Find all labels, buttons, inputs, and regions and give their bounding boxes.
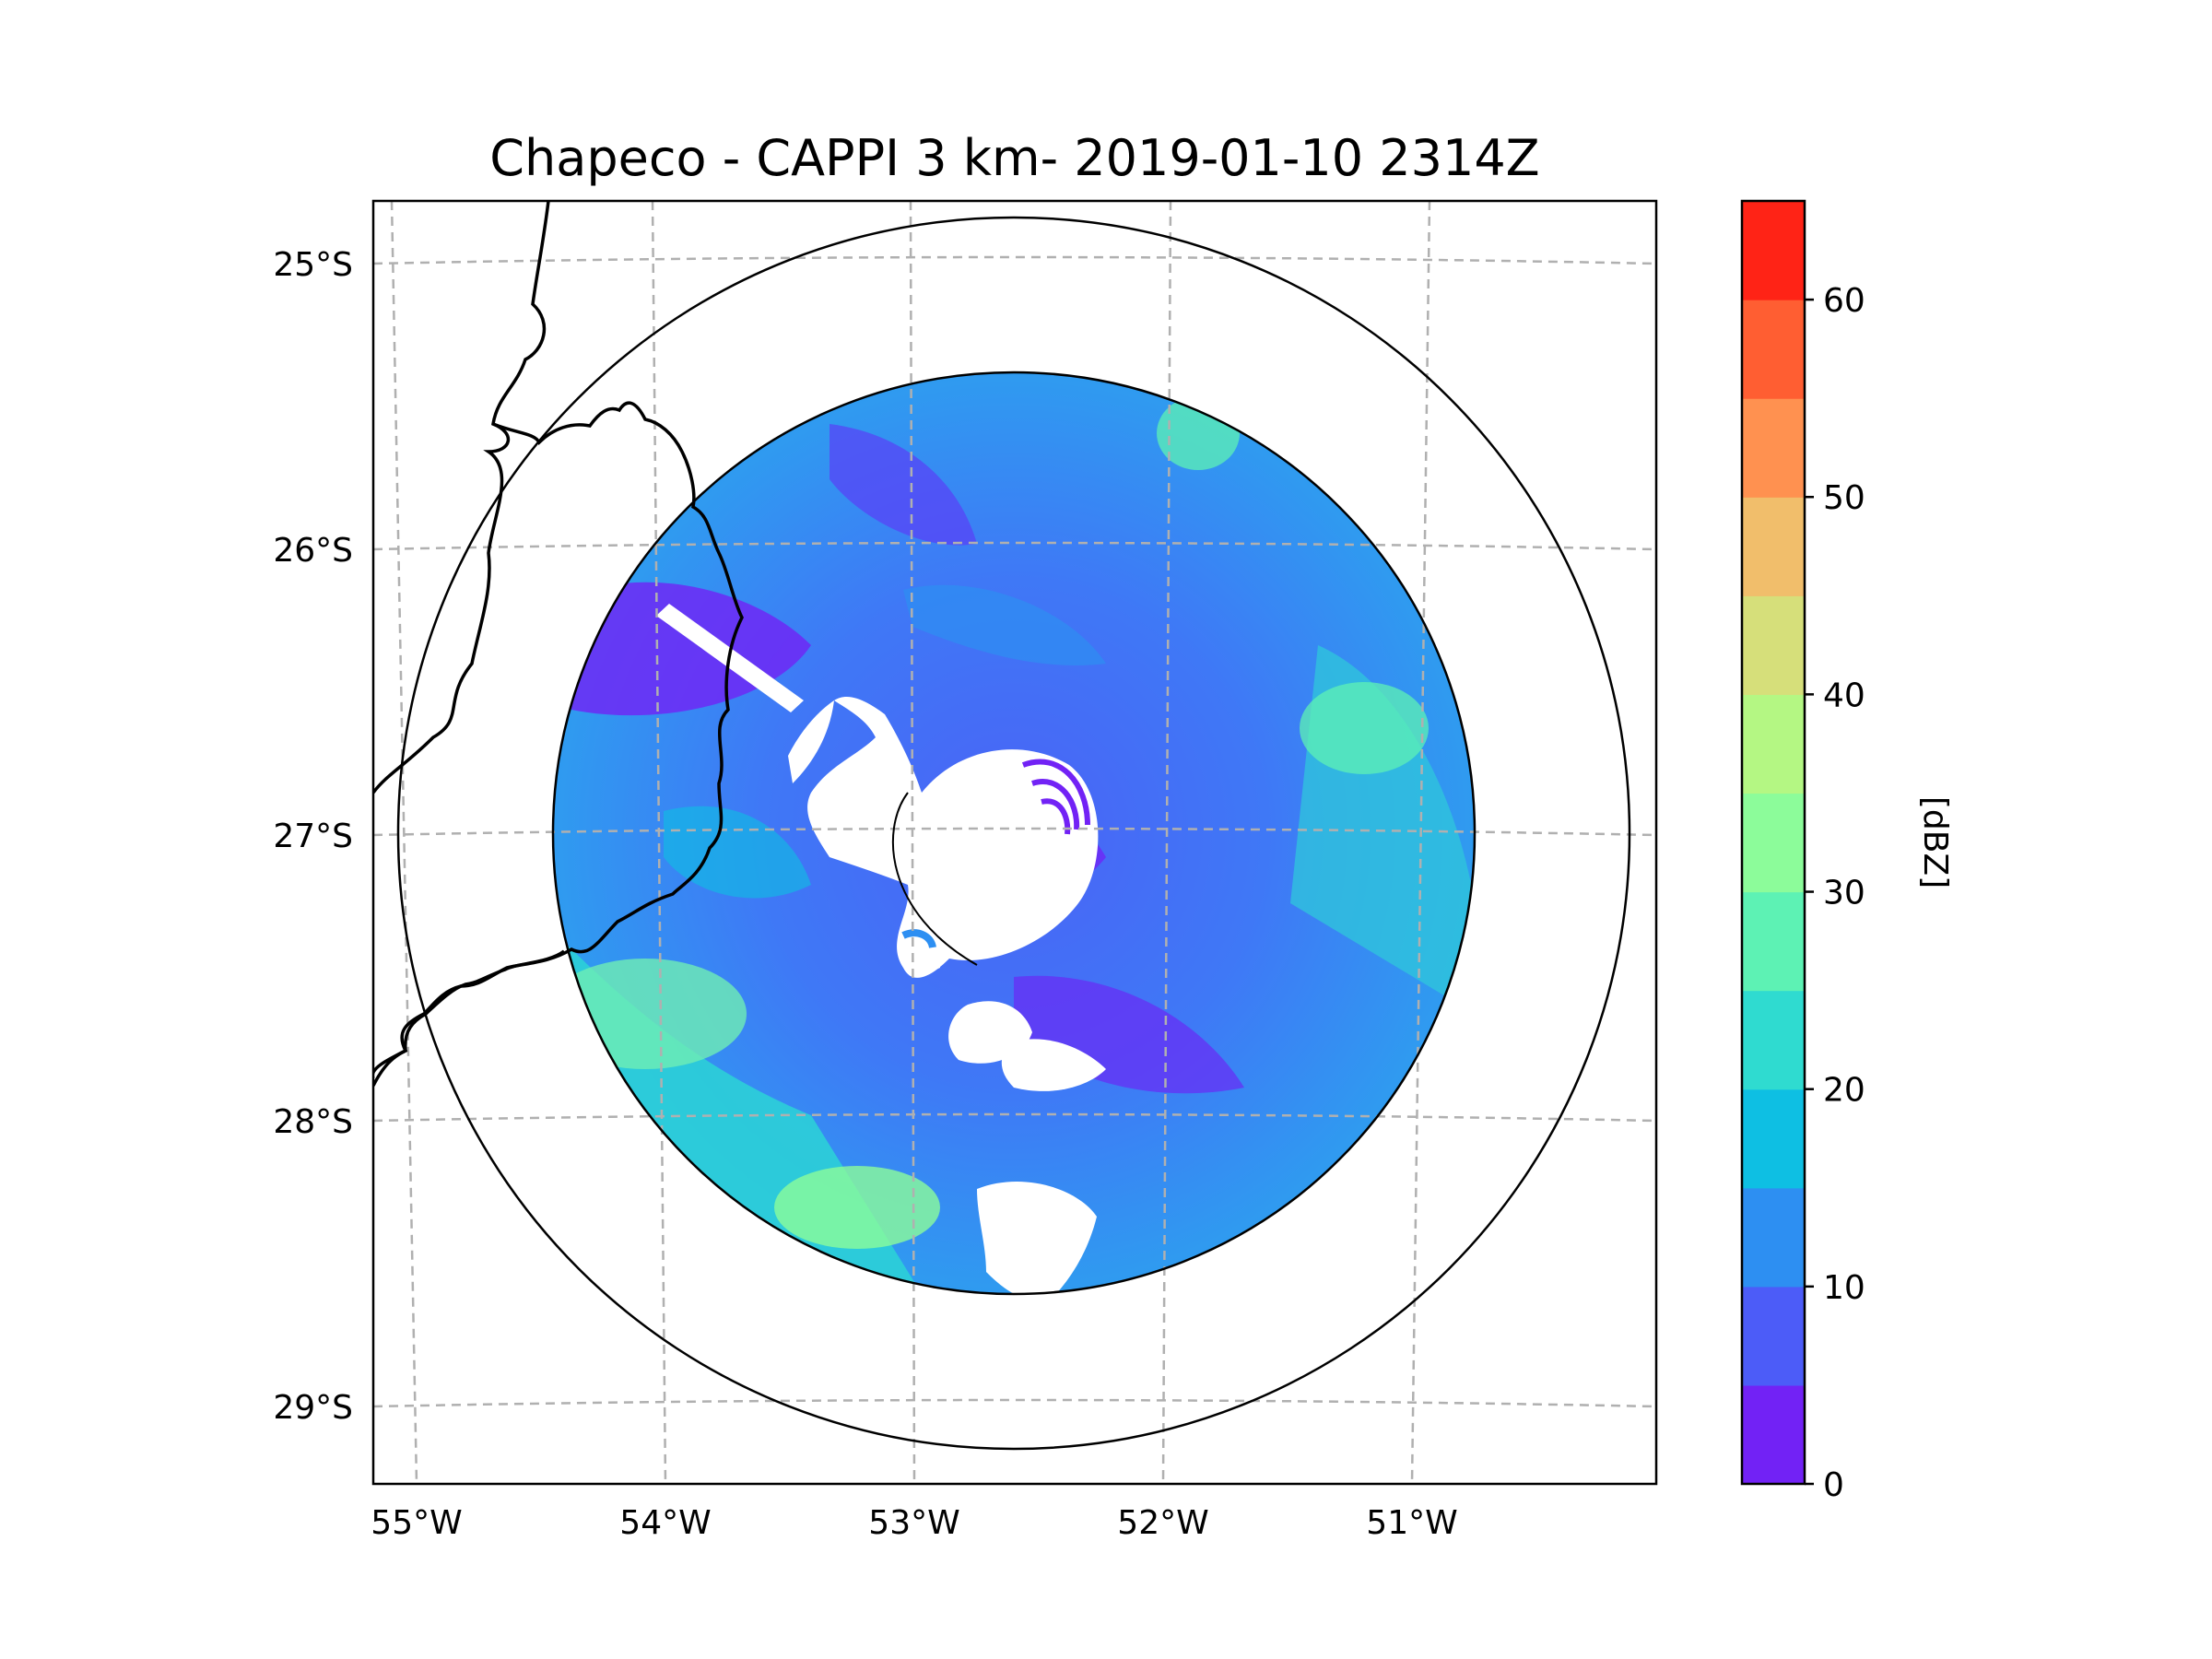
lon-label: 55°W [371, 1504, 462, 1542]
gridline-lon-51 [1410, 201, 1431, 1484]
colorbar-ticks: 0 10 20 30 40 50 60 [1805, 282, 1865, 1504]
gridline-lat-27 [373, 827, 1656, 837]
colorbar-segment [1742, 1286, 1805, 1386]
lon-label: 53°W [868, 1504, 959, 1542]
echo-south-core [774, 1166, 940, 1249]
colorbar-segments [1742, 201, 1805, 1485]
colorbar-segment [1742, 398, 1805, 498]
colorbar: 0 10 20 30 40 50 60 [dBZ] [1740, 199, 1954, 1504]
gridline-lon-54 [651, 201, 667, 1484]
gridline-lat-26 [373, 541, 1656, 551]
state-border [373, 401, 744, 1078]
gridline-lat-25 [373, 255, 1656, 265]
colorbar-tick-label: 60 [1823, 282, 1865, 320]
colorbar-label: [dBZ] [1916, 796, 1954, 888]
echo-north-weak [830, 424, 977, 546]
echo-east-core [1300, 682, 1429, 774]
lat-label: 27°S [273, 818, 353, 855]
range-ring-near [891, 792, 978, 966]
gridline-lon-55 [390, 201, 418, 1484]
colorbar-segment [1742, 990, 1805, 1090]
clutter-arc-4 [901, 929, 936, 949]
country-border-south [373, 949, 566, 1087]
colorbar-segment [1742, 595, 1805, 695]
colorbar-segment [1742, 201, 1805, 300]
no-echo-south-2 [1001, 1039, 1106, 1091]
echo-west-moderate [664, 806, 811, 899]
colorbar-frame [1740, 199, 1806, 1486]
colorbar-segment [1742, 694, 1805, 794]
lat-label: 28°S [273, 1103, 353, 1141]
clutter-arc-1 [1021, 759, 1090, 826]
map-frame [371, 199, 1658, 1486]
lon-label: 52°W [1117, 1504, 1208, 1542]
colorbar-tick-label: 10 [1823, 1269, 1865, 1307]
gridline-lat-29 [373, 1398, 1656, 1408]
colorbar-segment [1742, 1384, 1805, 1485]
no-echo-central-arm [788, 700, 834, 783]
colorbar-segment [1742, 300, 1805, 399]
colorbar-segment [1742, 497, 1805, 596]
lon-label: 51°W [1366, 1504, 1457, 1542]
lat-label: 26°S [273, 532, 353, 570]
colorbar-tick-label: 0 [1823, 1466, 1844, 1504]
gridline-lat-28 [373, 1112, 1656, 1123]
echo-north-moderate [903, 584, 1106, 665]
colorbar-tick-label: 20 [1823, 1072, 1865, 1110]
range-ring-outer [396, 216, 1631, 1451]
range-ring-inner [551, 371, 1477, 1296]
gridline-lon-52 [1161, 201, 1172, 1484]
colorbar-segment [1742, 891, 1805, 992]
colorbar-tick-label: 50 [1823, 479, 1865, 517]
map-title: Chapeco - CAPPI 3 km- 2019-01-10 2314Z [489, 129, 1539, 187]
colorbar-segment [1742, 793, 1805, 893]
country-border-west [373, 201, 550, 794]
colorbar-segment [1742, 1088, 1805, 1189]
lat-label: 25°S [273, 246, 353, 284]
gridlines [373, 201, 1656, 1484]
colorbar-tick-label: 30 [1823, 875, 1865, 912]
colorbar-tick-label: 40 [1823, 677, 1865, 714]
lat-label: 29°S [273, 1389, 353, 1427]
lon-label: 54°W [619, 1504, 711, 1542]
gridline-lon-53 [909, 201, 916, 1484]
no-echo-far-south [977, 1181, 1097, 1300]
colorbar-segment [1742, 1187, 1805, 1288]
clutter-arc-2 [1031, 779, 1080, 830]
